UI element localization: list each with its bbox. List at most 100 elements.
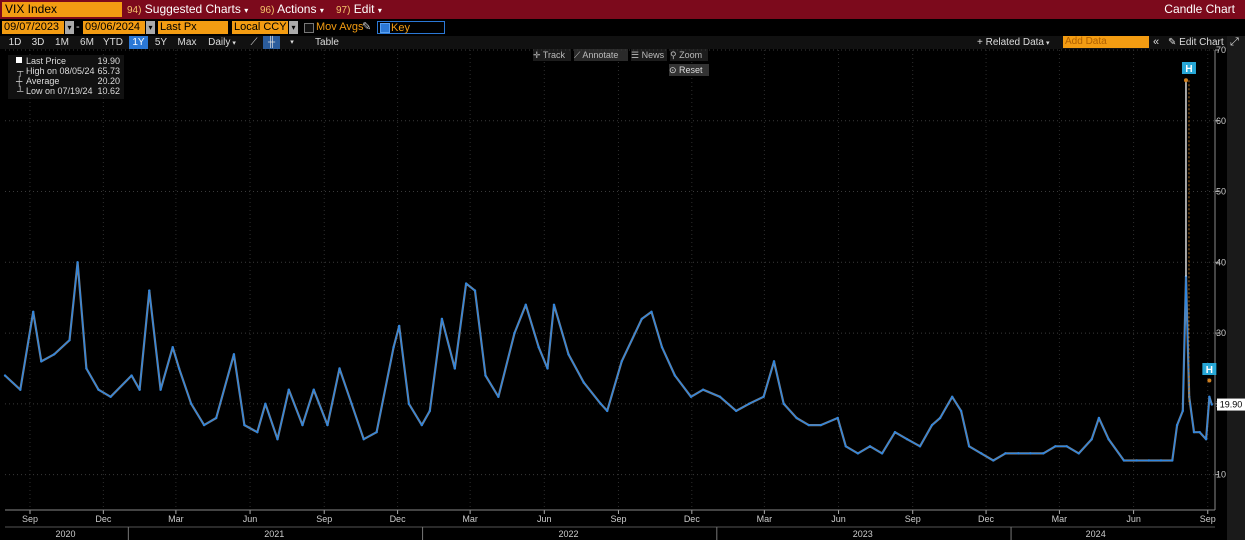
period-1m[interactable]: 1M: [55, 37, 69, 48]
field-selector[interactable]: Last Px: [158, 21, 228, 34]
mov-avgs-label[interactable]: Mov Avgs: [316, 21, 364, 33]
news-tool[interactable]: ☰ News: [631, 49, 667, 61]
data-point: [97, 388, 100, 391]
start-date-field[interactable]: 09/07/2023: [2, 21, 64, 34]
pencil-icon[interactable]: ✎: [362, 21, 372, 33]
ticker-field[interactable]: VIX Index: [2, 2, 122, 17]
suggested-charts-menu[interactable]: 94) Suggested Charts ▾: [127, 2, 248, 17]
data-point: [202, 423, 206, 427]
actions-menu[interactable]: 96) Actions ▾: [260, 2, 324, 17]
menu-label: Actions: [277, 2, 317, 16]
annotate-icon: ⟋: [574, 50, 583, 60]
event-marker-label: H: [1185, 64, 1192, 75]
data-point: [392, 346, 395, 349]
top-toolbar: VIX Index 94) Suggested Charts ▾ 96) Act…: [0, 0, 1245, 19]
date-separator: -: [76, 21, 80, 33]
currency-selector[interactable]: Local CCY: [232, 21, 288, 34]
x-tick-label: Mar: [1052, 514, 1068, 524]
currency-dropdown-icon[interactable]: ▾: [289, 21, 298, 34]
period-6m[interactable]: 6M: [80, 37, 94, 48]
year-label: 2020: [55, 529, 75, 539]
data-point: [836, 416, 839, 420]
track-tool[interactable]: ✛ Track: [533, 49, 571, 61]
x-tick-label: Sep: [316, 514, 332, 524]
x-tick-label: Sep: [22, 514, 38, 524]
chart-grid: [5, 49, 1215, 510]
high-marker-icon: ┬: [17, 66, 24, 76]
data-point: [138, 388, 141, 391]
edit-menu[interactable]: 97) Edit ▾: [336, 2, 382, 17]
end-date-field[interactable]: 09/06/2024: [83, 21, 145, 34]
x-tick-label: Dec: [95, 514, 112, 524]
edit-chart-button[interactable]: ✎ Edit Chart: [1168, 36, 1224, 49]
chart-type-caret-icon[interactable]: ▾: [290, 39, 294, 46]
menu-number: 94): [127, 5, 142, 16]
collapse-icon[interactable]: «: [1153, 36, 1160, 48]
data-point: [1042, 452, 1045, 455]
data-point: [130, 374, 133, 377]
legend-label: High on 08/05/24: [26, 66, 95, 76]
period-1y[interactable]: 1Y: [129, 36, 148, 49]
data-point: [256, 430, 259, 434]
legend-value: 65.73: [97, 66, 120, 76]
data-point: [215, 416, 218, 420]
data-point: [844, 445, 847, 448]
crosshair-icon: ✛: [533, 50, 543, 60]
data-point: [1054, 445, 1057, 448]
chart-type-line-icon[interactable]: ⟋: [250, 37, 258, 48]
data-point: [552, 303, 556, 306]
data-point: [1171, 459, 1174, 462]
frequency-selector[interactable]: Daily ▾: [204, 36, 240, 49]
key-events-toggle[interactable]: Key Events: [377, 21, 445, 47]
mov-avgs-checkbox[interactable]: [304, 23, 314, 33]
data-point: [312, 388, 315, 391]
data-point: [159, 388, 162, 391]
frequency-label: Daily: [208, 37, 231, 48]
legend-last-price: Last Price 19.90: [8, 56, 124, 66]
data-point: [3, 374, 7, 377]
data-point: [1192, 430, 1196, 434]
period-ytd[interactable]: YTD: [103, 37, 123, 48]
chart-type-candle-icon[interactable]: ╫: [263, 36, 280, 49]
zoom-tool[interactable]: ⚲ Zoom: [670, 49, 708, 61]
data-point: [782, 402, 785, 406]
start-date-picker-icon[interactable]: ▾: [65, 21, 74, 34]
data-point: [1184, 275, 1188, 278]
data-point: [1004, 452, 1007, 455]
data-point: [338, 367, 341, 370]
related-data-button[interactable]: + Related Data ▾: [977, 36, 1049, 49]
period-1d[interactable]: 1D: [8, 37, 22, 48]
period-3d[interactable]: 3D: [31, 37, 45, 48]
caret-down-icon: ▾: [244, 6, 249, 15]
period-5y[interactable]: 5Y: [154, 37, 168, 48]
data-point: [959, 409, 963, 413]
period-max[interactable]: Max: [177, 37, 197, 48]
data-point: [243, 423, 246, 427]
data-point: [32, 310, 35, 314]
view-title: Candle Chart: [1164, 2, 1235, 16]
end-date-picker-icon[interactable]: ▾: [146, 21, 155, 34]
chart-legend: Last Price 19.90 ┬ High on 08/05/24 65.7…: [8, 55, 124, 99]
data-point: [599, 402, 602, 406]
table-button[interactable]: Table: [315, 37, 339, 48]
data-point: [1208, 395, 1211, 398]
add-data-input[interactable]: Add Data: [1063, 36, 1149, 48]
data-point: [40, 360, 43, 363]
expand-icon[interactable]: ⤢: [1230, 36, 1239, 48]
year-label: 2021: [264, 529, 284, 539]
news-label: News: [641, 50, 665, 60]
year-label: 2022: [558, 529, 578, 539]
y-tick-label: 40: [1216, 257, 1226, 267]
data-point: [301, 423, 304, 427]
y-tick-label: 30: [1216, 328, 1226, 338]
legend-high: ┬ High on 08/05/24 65.73: [8, 66, 124, 76]
period-row: [0, 36, 1245, 49]
data-point: [1017, 452, 1020, 455]
x-tick-label: Mar: [168, 514, 184, 524]
data-point: [1181, 409, 1184, 413]
annotate-tool[interactable]: ⟋ Annotate: [574, 49, 628, 61]
key-events-checkbox[interactable]: [380, 23, 390, 33]
data-point: [605, 409, 609, 413]
reset-button[interactable]: ⊙ Reset: [669, 64, 709, 76]
